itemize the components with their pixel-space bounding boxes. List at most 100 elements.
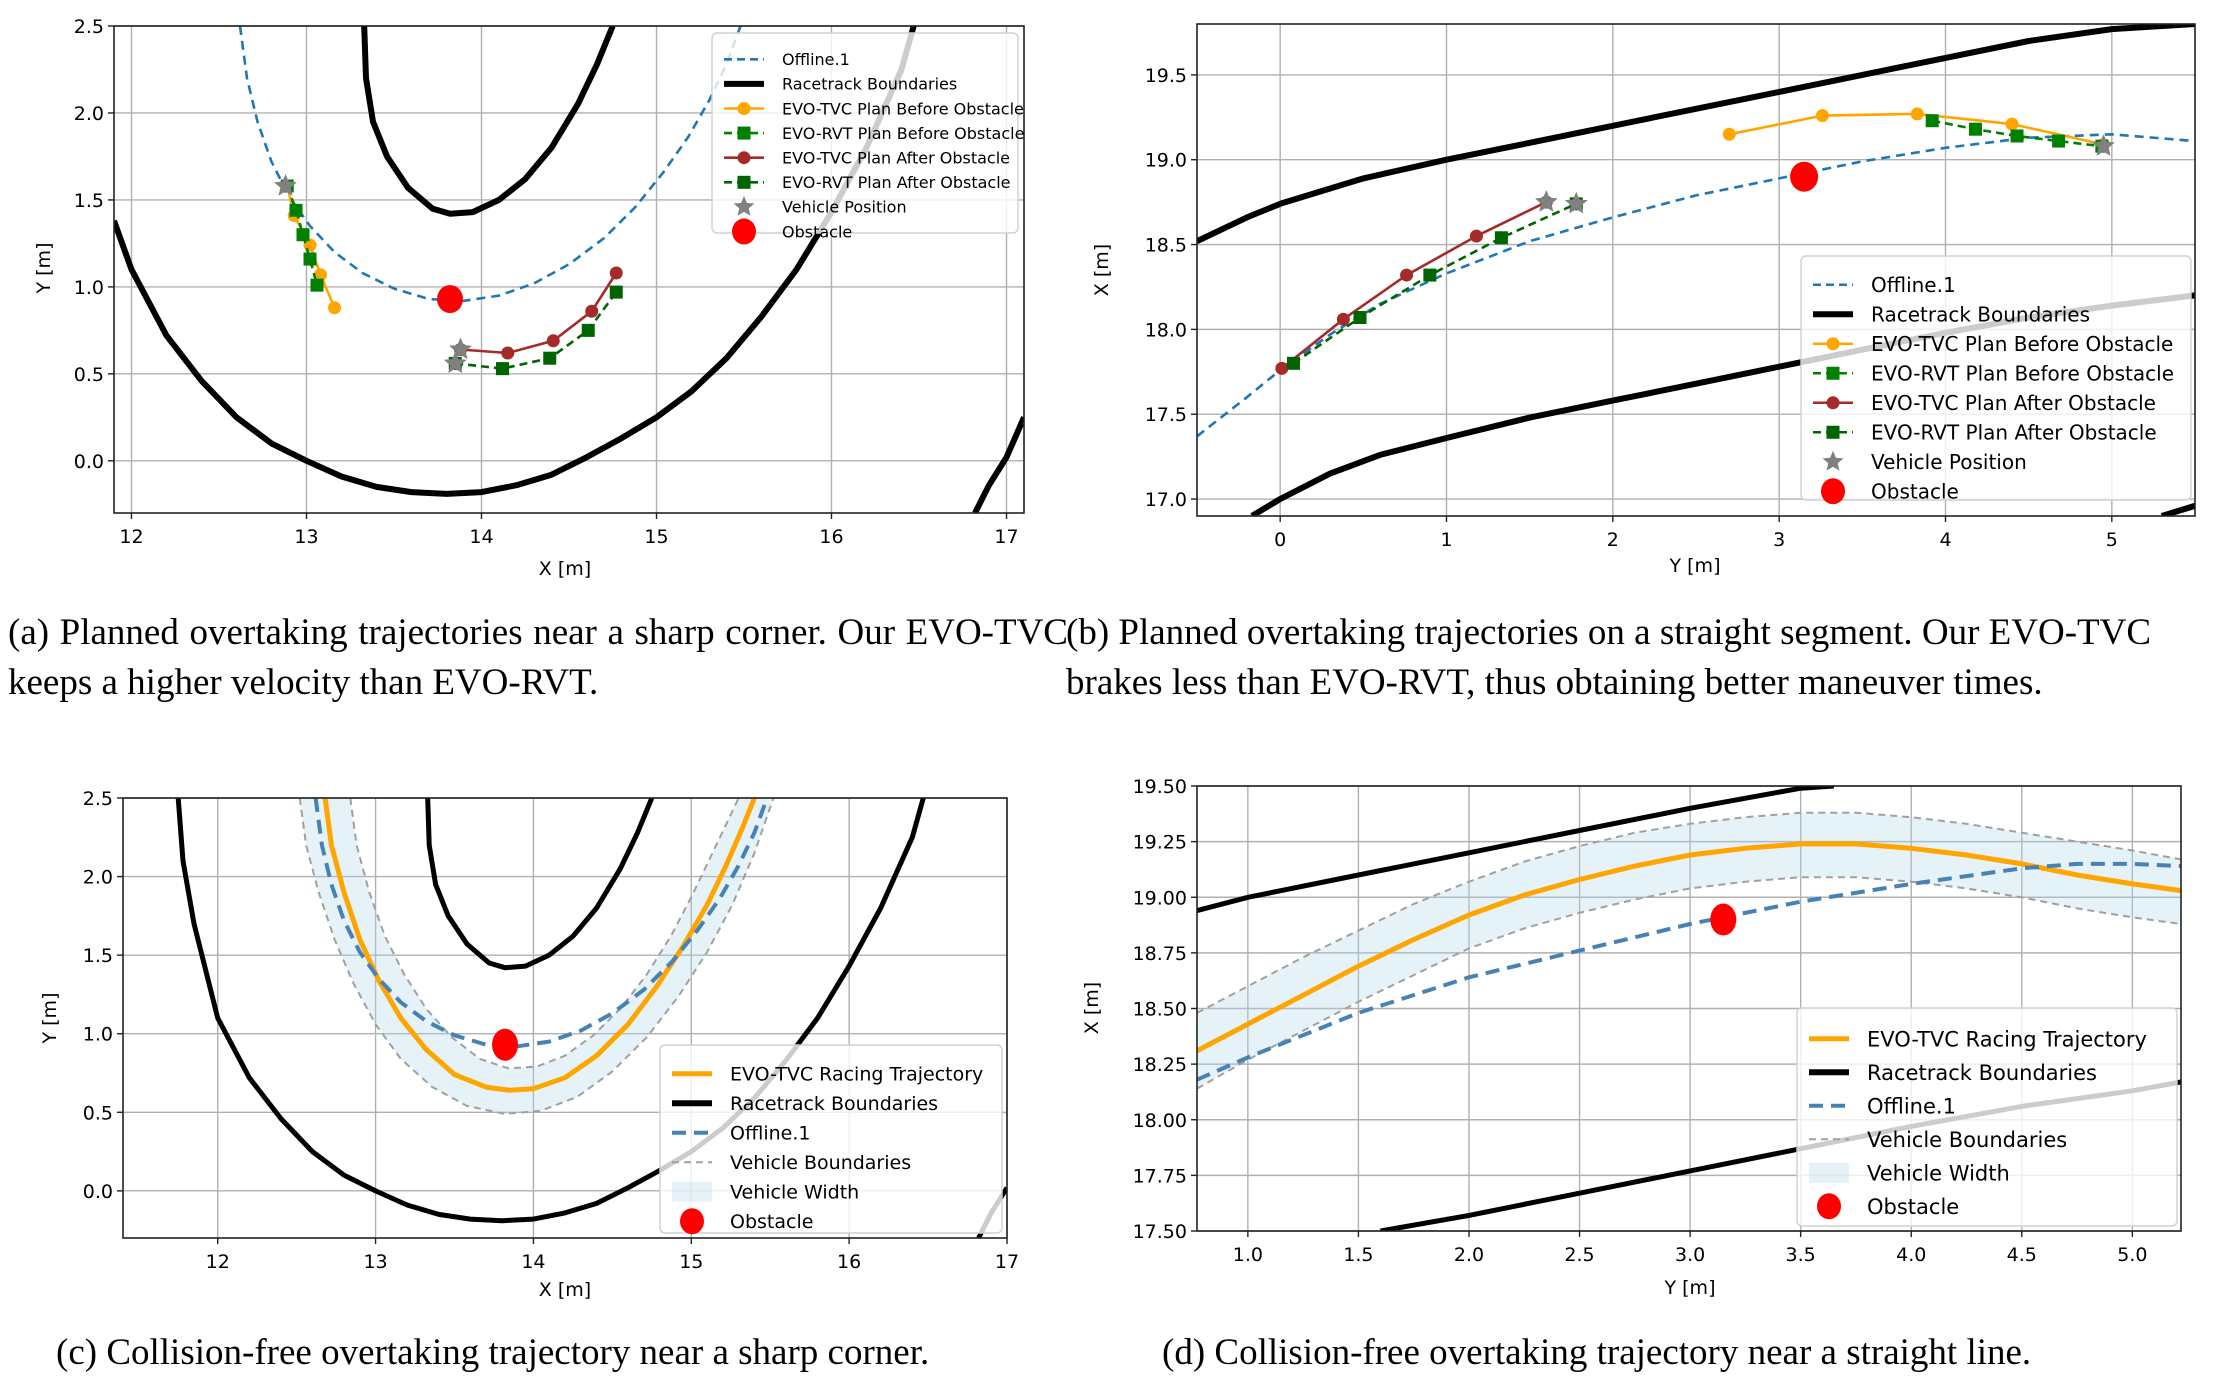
ticks-d: 1.0 1.5 2.0 2.5 3.0 3.5 4.0 4.5 5.0 17.50 17.75 18.… [1133, 776, 2148, 1266]
y-axis-label: X [m] [1081, 982, 1103, 1034]
legend-label: EVO-TVC Plan Before Obstacle [1871, 332, 2173, 356]
legend-item-evo-rvt-plan-before-obstacle: EVO-RVT Plan Before Obstacle [724, 124, 1024, 143]
obstacle-marker [1790, 161, 1819, 192]
legend-label: Racetrack Boundaries [1871, 302, 2090, 326]
x-tick-label: 2 [1607, 529, 1619, 551]
series-line-racetrack-boundaries-inner [425, 798, 655, 971]
legend-label: EVO-RVT Plan After Obstacle [1871, 420, 2157, 444]
legend-item-offline-1: Offline.1 [1809, 1094, 1956, 1118]
legend-item-obstacle: Obstacle [1817, 1193, 1959, 1220]
vehicle-width-band [299, 798, 774, 1114]
legend-item-evo-tvc-plan-after-obstacle: EVO-TVC Plan After Obstacle [1813, 391, 2156, 415]
y-tick-label: 18.00 [1133, 1110, 1187, 1132]
vehicle-position-marker [1534, 190, 1558, 212]
legend-label: Obstacle [1871, 479, 1959, 503]
vehicle-position-marker [1564, 191, 1588, 214]
series-line-racetrack-boundaries-corner [2160, 502, 2195, 516]
x-tick-label: 2.0 [1454, 1244, 1484, 1266]
y-tick-label: 0.0 [74, 451, 104, 473]
series-line-racetrack-boundaries-outer [175, 798, 926, 1224]
y-axis-label: Y [m] [39, 993, 61, 1045]
legend-label: Obstacle [782, 222, 852, 241]
legend-marker [737, 151, 751, 165]
series-line-racetrack-boundaries-outer [114, 26, 917, 497]
data-point-evo-tvc-plan-before-obstacle [314, 268, 327, 282]
series-line-evo-rvt-plan-before-obstacle [1931, 119, 2103, 148]
legend-item-vehicle-width: Vehicle Width [1809, 1161, 2010, 1185]
legend-item-evo-rvt-plan-before-obstacle: EVO-RVT Plan Before Obstacle [1813, 361, 2174, 385]
x-tick-label: 5 [2106, 529, 2118, 551]
data-point-evo-rvt-plan-after-obstacle [581, 323, 595, 337]
y-tick-label: 18.5 [1145, 235, 1187, 257]
star-icon [733, 195, 755, 216]
legend-marker [1826, 396, 1840, 410]
x-tick-label: 1 [1440, 529, 1452, 551]
x-tick-label: 15 [679, 1251, 703, 1273]
legend-label: Racetrack Boundaries [1867, 1061, 2097, 1085]
series-line-vehicle-boundaries-upper [1197, 811, 2181, 1014]
legend-label: Racetrack Boundaries [730, 1093, 938, 1115]
data-point-evo-tvc-plan-after-obstacle [1336, 312, 1350, 326]
x-tick-label: 2.5 [1564, 1244, 1594, 1266]
obstacle-marker [1710, 903, 1737, 936]
data-point-evo-rvt-plan-after-obstacle [496, 362, 509, 376]
legend-item-racetrack-boundaries: Racetrack Boundaries [672, 1093, 938, 1115]
y-tick-label: 1.0 [83, 1024, 113, 1046]
legend-label: Offline.1 [730, 1123, 810, 1145]
y-tick-label: 17.50 [1133, 1221, 1187, 1243]
x-tick-label: 3.0 [1675, 1244, 1705, 1266]
axes-frame-a [113, 25, 1025, 514]
legend-item-evo-tvc-plan-after-obstacle: EVO-TVC Plan After Obstacle [724, 148, 1010, 167]
y-tick-label: 18.0 [1145, 319, 1187, 341]
data-point-evo-tvc-plan-after-obstacle [1400, 268, 1414, 282]
series-line-vehicle-boundaries-outer [298, 798, 775, 1115]
data-point-evo-rvt-plan-before-obstacle [303, 252, 317, 266]
data-point-evo-rvt-plan-before-obstacle [1925, 114, 1939, 128]
y-tick-label: 1.0 [74, 277, 104, 299]
legend-label: Offline.1 [782, 50, 850, 69]
vehicle-position-marker [274, 174, 297, 196]
obstacle-marker [492, 1028, 519, 1061]
x-axis-label: Y [m] [1664, 1277, 1716, 1299]
x-tick-label: 4 [1939, 529, 1951, 551]
data-point-evo-rvt-plan-before-obstacle [2052, 134, 2066, 148]
y-tick-label: 2.0 [74, 103, 104, 125]
legend-item-racetrack-boundaries: Racetrack Boundaries [1809, 1061, 2097, 1085]
legend-box [659, 1044, 1003, 1234]
legend-label: Vehicle Boundaries [1867, 1128, 2067, 1152]
legend-item-evo-tvc-racing-trajectory: EVO-TVC Racing Trajectory [672, 1064, 983, 1086]
legend-item-offline-1: Offline.1 [672, 1123, 810, 1145]
data-point-evo-tvc-plan-after-obstacle [585, 304, 599, 318]
legend-b: Offline.1 Racetrack Boundaries EVO-TVC Pla… [1800, 255, 2192, 505]
series-line-vehicle-boundaries-inner [349, 798, 740, 1070]
legend-label: EVO-TVC Plan Before Obstacle [782, 99, 1024, 118]
x-tick-label: 5.0 [2117, 1244, 2147, 1266]
x-axis-label: Y [m] [1669, 555, 1721, 577]
data-point-evo-rvt-plan-after-obstacle [1353, 311, 1367, 325]
data-point-evo-rvt-plan-after-obstacle [1286, 356, 1300, 370]
legend-item-vehicle-boundaries: Vehicle Boundaries [1809, 1128, 2067, 1152]
legend-item-racetrack-boundaries: Racetrack Boundaries [724, 75, 957, 94]
legend-label: Offline.1 [1867, 1094, 1956, 1118]
data-point-evo-rvt-plan-after-obstacle [609, 285, 623, 299]
y-tick-label: 19.50 [1133, 776, 1187, 798]
ticks-b: 0 1 2 3 4 5 17.0 17.5 18.0 18.5 19.0 19.5 [1145, 65, 2118, 551]
series-line-offline-1 [238, 26, 742, 303]
legend-item-vehicle-boundaries: Vehicle Boundaries [672, 1152, 911, 1174]
data-point-evo-tvc-plan-before-obstacle [1722, 127, 1736, 141]
legend-item-evo-rvt-plan-after-obstacle: EVO-RVT Plan After Obstacle [724, 173, 1011, 192]
obstacle-icon [1817, 1193, 1841, 1220]
grid-b [1197, 24, 2195, 516]
y-tick-label: 0.0 [83, 1181, 113, 1203]
legend-marker [737, 175, 751, 189]
x-tick-label: 3.5 [1786, 1244, 1816, 1266]
caption-a: (a) Planned overtaking trajectories near… [8, 612, 1078, 703]
series-line-racetrack-boundaries-upper [1197, 24, 2195, 244]
legend-item-racetrack-boundaries: Racetrack Boundaries [1813, 302, 2090, 326]
y-tick-label: 2.5 [74, 16, 104, 38]
legend-marker [737, 126, 751, 140]
y-tick-label: 0.5 [74, 364, 104, 386]
series-line-racetrack-boundaries-upper [1197, 786, 1834, 914]
